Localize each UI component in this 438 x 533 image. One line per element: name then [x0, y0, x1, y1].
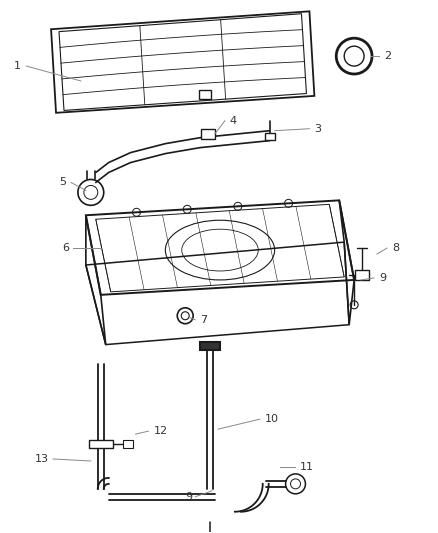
Text: 6: 6: [62, 243, 69, 253]
FancyBboxPatch shape: [199, 90, 211, 99]
FancyBboxPatch shape: [201, 129, 215, 139]
FancyBboxPatch shape: [265, 133, 275, 140]
Text: 5: 5: [59, 177, 66, 188]
Text: 1: 1: [14, 61, 21, 71]
Text: 2: 2: [384, 51, 391, 61]
Text: 3: 3: [314, 124, 321, 134]
Text: 4: 4: [230, 116, 237, 126]
FancyBboxPatch shape: [355, 270, 369, 280]
Text: 9: 9: [185, 492, 192, 502]
Text: 7: 7: [200, 314, 207, 325]
Text: 11: 11: [300, 462, 314, 472]
FancyBboxPatch shape: [123, 440, 133, 448]
Text: 9: 9: [379, 273, 386, 283]
Text: 13: 13: [35, 454, 49, 464]
FancyBboxPatch shape: [200, 342, 220, 350]
Text: 8: 8: [392, 243, 399, 253]
Text: 12: 12: [153, 426, 168, 436]
FancyBboxPatch shape: [89, 440, 113, 448]
Text: 10: 10: [265, 414, 279, 424]
